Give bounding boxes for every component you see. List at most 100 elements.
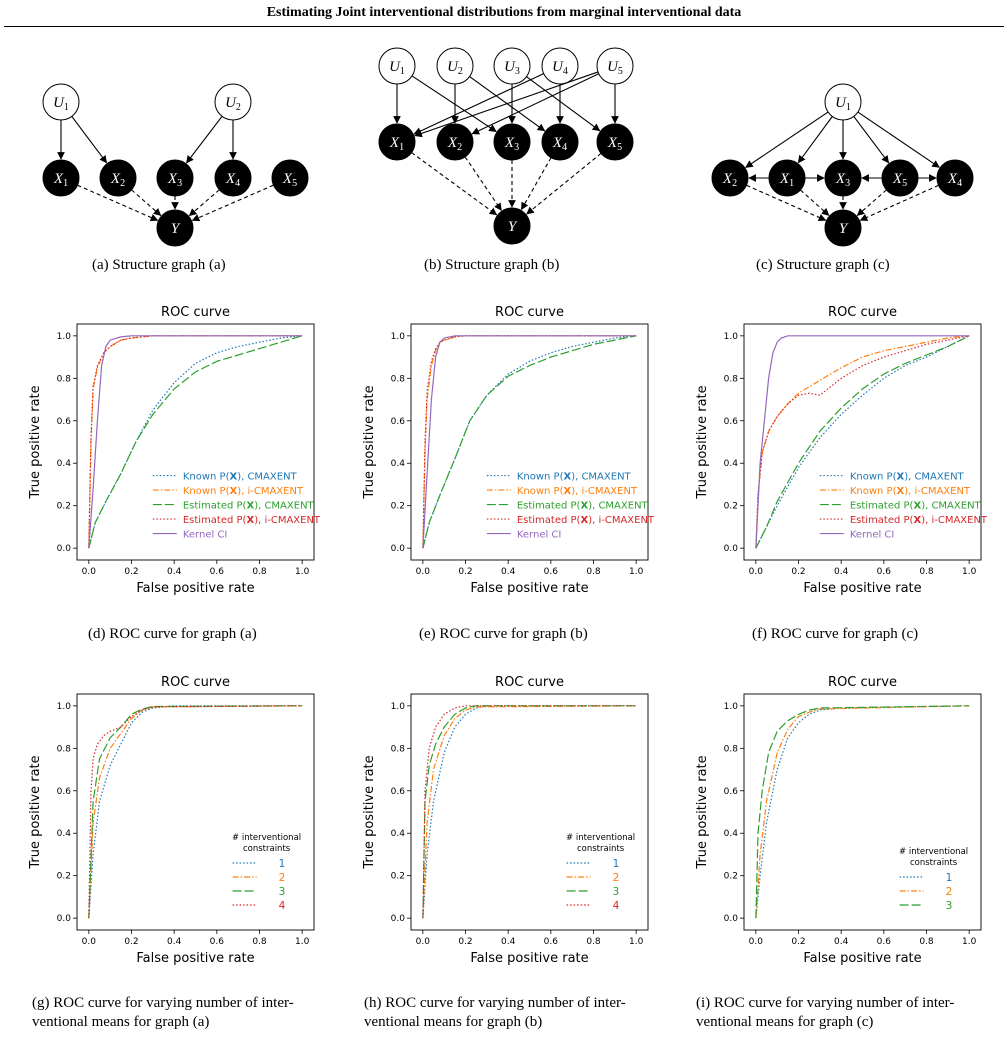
- node-label-subscript: 1: [789, 178, 794, 189]
- node-u5: U5: [596, 47, 634, 85]
- y-tick-label: 0.4: [724, 459, 739, 469]
- legend-label-part: Estimated P(: [517, 515, 581, 526]
- y-tick-label: 0.6: [391, 787, 406, 797]
- series-line-4: [422, 335, 637, 549]
- x-tick-label: 0.6: [544, 937, 559, 947]
- legend-label: Known P(X), CMAXENT: [850, 472, 965, 483]
- y-tick-label: 0.4: [391, 829, 406, 839]
- series-line-2: [755, 705, 970, 919]
- edge-u1-x5: [853, 116, 890, 164]
- legend-label: Known P(X), CMAXENT: [517, 472, 632, 483]
- y-tick-label: 0.0: [57, 544, 72, 554]
- x-tick-label: 0.6: [210, 567, 225, 577]
- legend-label: Kernel CI: [517, 530, 562, 541]
- y-axis-label: True positive rate: [362, 385, 377, 499]
- node-x1: X1: [42, 159, 80, 197]
- legend-title: # interventional: [899, 847, 968, 857]
- node-circle: [711, 159, 749, 197]
- caption-f: (f) ROC curve for graph (c): [752, 626, 919, 642]
- legend-label-part: X: [229, 472, 237, 483]
- edge-x4-y: [859, 184, 939, 221]
- chart-title: ROC curve: [828, 675, 897, 690]
- series-line-1: [422, 335, 637, 549]
- legend-label-part: ), CMAXENT: [571, 472, 631, 483]
- x-tick-label: 1.0: [962, 937, 977, 947]
- legend-label-part: ), i-CMAXENT: [904, 486, 971, 497]
- node-x4: X4: [541, 123, 579, 161]
- caption-e: (e) ROC curve for graph (b): [419, 626, 588, 642]
- x-tick-label: 0.6: [210, 937, 225, 947]
- legend-label: 1: [946, 872, 953, 884]
- chart-title: ROC curve: [828, 305, 897, 320]
- node-u2: U2: [436, 47, 474, 85]
- node-label-subscript: 3: [514, 142, 519, 153]
- node-circle: [596, 47, 634, 85]
- roc-chart-i: ROC curve 0.0 0.0 0.2 0.2 0.4 0.4 0.6 0.6 0.8 0.8 1…: [695, 675, 982, 966]
- legend-label-part: X: [913, 501, 921, 512]
- caption-c: (c) Structure graph (c): [756, 257, 890, 273]
- caption-g-line-1: (g) ROC curve for varying number of inte…: [32, 995, 294, 1011]
- y-tick-label: 0.6: [724, 787, 739, 797]
- caption-h: (h) ROC curve for varying number of inte…: [364, 994, 626, 1032]
- node-circle: [42, 83, 80, 121]
- x-tick-label: 0.4: [834, 937, 849, 947]
- legend-label: Estimated P(X), i-CMAXENT: [850, 515, 988, 526]
- edge-x5-y: [526, 152, 602, 215]
- node-circle: [156, 209, 194, 247]
- x-tick-label: 1.0: [962, 567, 977, 577]
- legend-label: 1: [613, 858, 620, 870]
- node-label-subscript: 1: [400, 66, 405, 77]
- caption-g-line-2: ventional means for graph (a): [32, 1014, 210, 1030]
- node-label-subscript: 2: [236, 102, 241, 113]
- chart-title: ROC curve: [495, 675, 564, 690]
- node-x2: X2: [99, 159, 137, 197]
- legend-label-part: X: [246, 515, 254, 526]
- y-axis-label: True positive rate: [28, 385, 43, 499]
- legend-label-part: ), i-CMAXENT: [588, 515, 655, 526]
- legend-label-part: ), CMAXENT: [921, 501, 981, 512]
- edge-u3-x5: [526, 76, 601, 132]
- edge-u1-x1: [797, 116, 833, 164]
- chart-title: ROC curve: [161, 675, 230, 690]
- edge-x5-y: [191, 184, 274, 222]
- legend-label: Kernel CI: [850, 530, 895, 541]
- caption-h-line-1: (h) ROC curve for varying number of inte…: [364, 995, 626, 1011]
- legend-label-part: X: [913, 515, 921, 526]
- node-x2: X2: [711, 159, 749, 197]
- node-x3: X3: [493, 123, 531, 161]
- series-line-5: [755, 335, 970, 549]
- roc-chart-g: ROC curve 0.0 0.0 0.2 0.2 0.4 0.4 0.6 0.6 0.8 0.8 1…: [28, 675, 315, 966]
- node-circle: [541, 47, 579, 85]
- node-label-subscript: 1: [64, 102, 69, 113]
- x-tick-label: 0.4: [834, 567, 849, 577]
- y-tick-label: 1.0: [57, 702, 72, 712]
- structure-graph-b: U1 U2 U3 U4 U5 X1 X2 X3 X4 X5 Y: [378, 47, 634, 245]
- node-circle: [214, 159, 252, 197]
- edge-x2-y: [746, 184, 827, 222]
- x-tick-label: 0.6: [877, 937, 892, 947]
- legend-label-part: ), CMAXENT: [237, 472, 297, 483]
- caption-d: (d) ROC curve for graph (a): [88, 626, 257, 642]
- x-tick-label: 0.2: [458, 937, 472, 947]
- y-axis-label: True positive rate: [695, 385, 710, 499]
- y-tick-label: 0.0: [391, 544, 406, 554]
- node-circle: [493, 47, 531, 85]
- edge-x2-y: [464, 156, 502, 211]
- node-u1: U1: [42, 83, 80, 121]
- node-circle: [156, 159, 194, 197]
- legend-title: # interventional: [232, 833, 301, 843]
- node-y: Y: [493, 207, 531, 245]
- legend-label-part: Known P(: [850, 472, 897, 483]
- y-tick-label: 0.6: [57, 417, 72, 427]
- x-tick-label: 0.8: [252, 567, 267, 577]
- plot-frame: [76, 323, 315, 561]
- node-circle: [768, 159, 806, 197]
- node-circle: [824, 159, 862, 197]
- plot-frame: [743, 693, 982, 931]
- x-tick-label: 0.8: [252, 937, 267, 947]
- legend-label: 3: [946, 900, 953, 912]
- series-line-2: [88, 705, 303, 919]
- legend-label-part: Estimated P(: [850, 501, 914, 512]
- node-label-subscript: 2: [457, 142, 462, 153]
